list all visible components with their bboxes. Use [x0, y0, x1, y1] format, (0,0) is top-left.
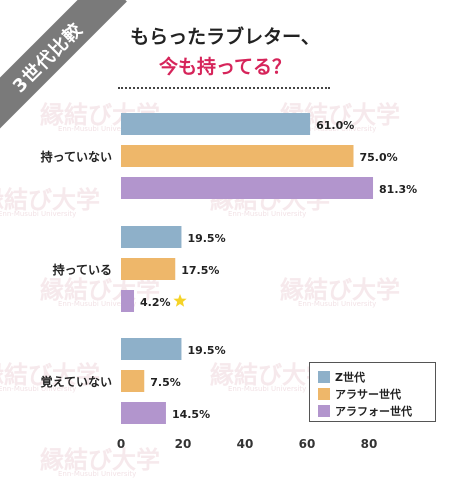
watermark-subtext: Enn-Musubi University — [58, 300, 137, 308]
watermark-subtext: Enn-Musubi University — [298, 300, 377, 308]
bar-value-label: 17.5% — [181, 264, 219, 277]
legend-item-z: Z世代 — [318, 368, 427, 385]
category-label: 持っていない — [41, 149, 112, 164]
watermark-subtext: Enn-Musubi University — [228, 385, 307, 393]
chart-title-line2: 今も持ってる？ — [158, 56, 292, 78]
legend-swatch-arafo — [318, 404, 330, 417]
watermark-subtext: Enn-Musubi University — [0, 210, 77, 218]
bar-value-label: 75.0% — [360, 151, 398, 164]
watermark-subtext: Enn-Musubi University — [298, 125, 377, 133]
bar — [121, 402, 166, 424]
bar-value-label: 81.3% — [379, 183, 417, 196]
legend-label-arasa: アラサー世代 — [335, 387, 401, 401]
x-tick-label: 60 — [299, 437, 316, 451]
bar-value-label: 7.5% — [150, 376, 181, 389]
chart-legend: Z世代 アラサー世代 アラフォー世代 — [309, 362, 436, 422]
bar — [121, 258, 176, 280]
bar — [121, 290, 135, 312]
legend-label-arafo: アラフォー世代 — [335, 404, 412, 418]
bar-value-label: 14.5% — [172, 408, 210, 421]
bar — [121, 226, 182, 248]
chart-title-line1: もらったラブレター、 — [130, 26, 320, 48]
x-tick-label: 40 — [237, 437, 254, 451]
legend-swatch-arasa — [318, 387, 330, 400]
bar-value-label: 4.2% — [140, 296, 171, 309]
star-icon — [173, 294, 187, 307]
watermark-subtext: Enn-Musubi University — [0, 385, 77, 393]
watermark-subtext: Enn-Musubi University — [228, 210, 307, 218]
bar — [121, 370, 145, 392]
x-tick-label: 0 — [117, 437, 125, 451]
x-tick-label: 20 — [175, 437, 192, 451]
category-label: 持っている — [53, 262, 112, 277]
bar-value-label: 61.0% — [316, 119, 354, 132]
legend-swatch-z — [318, 370, 330, 383]
bar — [121, 338, 182, 360]
bar — [121, 113, 311, 135]
legend-item-arafo: アラフォー世代 — [318, 402, 427, 419]
x-tick-label: 80 — [361, 437, 378, 451]
category-label: 覚えていない — [41, 374, 112, 389]
bar — [121, 177, 374, 199]
title-divider — [118, 87, 330, 89]
legend-label-z: Z世代 — [335, 370, 365, 384]
bar-value-label: 19.5% — [187, 344, 225, 357]
watermark-subtext: Enn-Musubi University — [58, 125, 137, 133]
bar-value-label: 19.5% — [187, 232, 225, 245]
legend-item-arasa: アラサー世代 — [318, 385, 427, 402]
bar — [121, 145, 354, 167]
